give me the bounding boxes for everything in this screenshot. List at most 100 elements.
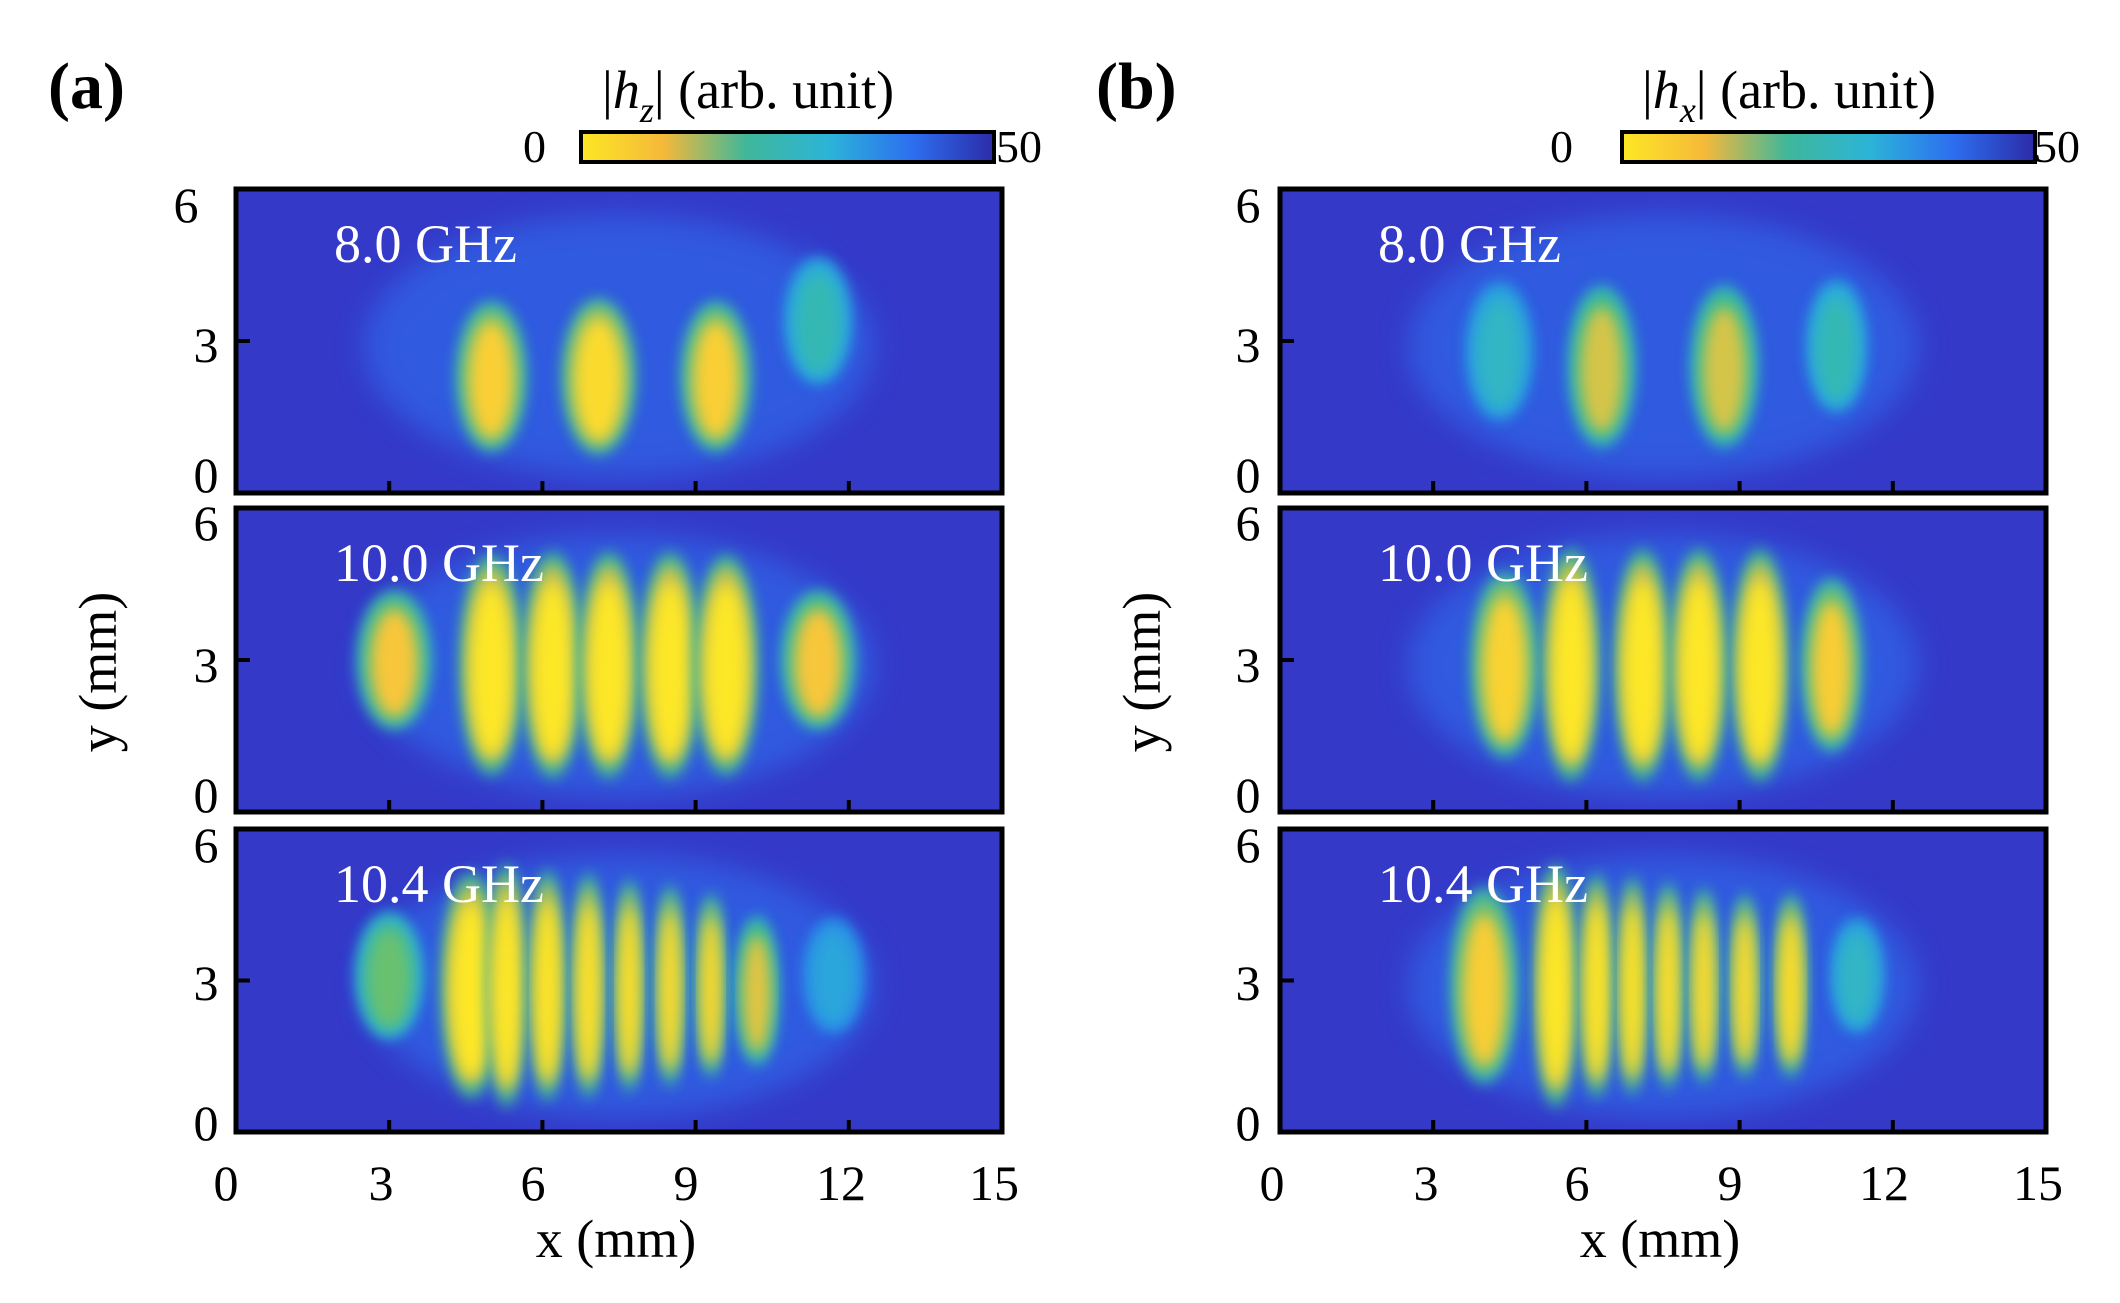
panel-a-ylabel: y (mm) (68, 592, 128, 752)
panel-a-colorbar-max: 50 (996, 121, 1042, 172)
panel-b-sub2-ytick-3: 3 (1236, 637, 1261, 693)
panel-a-subplot-1: 8.0 GHz (233, 186, 1005, 496)
panel-a-xtick-9: 9 (674, 1155, 699, 1211)
panel-a-sub1-ytick-3: 3 (194, 317, 219, 373)
panel-b-sub3-ytick-6: 6 (1236, 817, 1261, 873)
panel-b-colorbar-min: 0 (1550, 121, 1573, 172)
panel-b-subplot-3-lobe (1449, 886, 1519, 1085)
panel-b-xtick-12: 12 (1859, 1155, 1909, 1211)
panel-a-subplot-3-lobe (439, 872, 502, 1099)
panel-b-subplot-3-lobe (1729, 892, 1761, 1079)
panel-a-subplot-2-lobe (356, 590, 433, 730)
panel-a-subplot-2-lobe (521, 551, 584, 779)
panel-a-subplot-3-lobe (613, 878, 645, 1093)
panel-b-subplot-1-lobe (1465, 281, 1535, 422)
panel-b-sub1-ytick-6: 6 (1236, 177, 1261, 233)
panel-a-plots: 8.0 GHz 10.0 GHz 10.4 GHz (233, 186, 1005, 1135)
panel-b-subplot-2-frequency: 10.0 GHz (1378, 533, 1588, 593)
panel-a-sub2-ytick-3: 3 (194, 637, 219, 693)
panel-a-xtick-12: 12 (816, 1155, 866, 1211)
panel-a-xtick-15: 15 (969, 1155, 1019, 1211)
panel-b-subplot-3-lobe (1579, 872, 1614, 1099)
panel-a-sub1-ytick-6: 6 (174, 177, 199, 233)
panel-a-colorbar-title: |hz| (arb. unit) (602, 60, 894, 130)
panel-b-sub1-ytick-3: 3 (1236, 317, 1261, 373)
panel-b-xtick-0: 0 (1260, 1155, 1285, 1211)
panel-b-colorbar: |hx| (arb. unit) 0 50 (1550, 60, 2080, 172)
panel-b-subplot-2-lobe (1613, 548, 1672, 782)
panel-a-subplot-3-lobe (528, 869, 567, 1102)
panel-b-sub2-ytick-6: 6 (1236, 495, 1261, 551)
panel-b-subplot-2-lobe (1669, 548, 1729, 782)
panel-b-xtick-6: 6 (1565, 1155, 1590, 1211)
panel-a-xticks: 0 3 6 9 12 15 (214, 1155, 1020, 1211)
panel-b-subplot-1-lobe (1689, 284, 1759, 448)
panel-b-subplot-1-frequency: 8.0 GHz (1378, 214, 1561, 274)
panel-b-subplot-3-lobe (1652, 881, 1684, 1091)
panel-a-subplot-1-lobe (783, 256, 853, 385)
panel-a-subplot-1-lobe (679, 300, 753, 453)
panel-a-subplot-2-lobe (639, 551, 702, 779)
panel-b-ylabel: y (mm) (1112, 592, 1172, 752)
panel-b-xtick-3: 3 (1414, 1155, 1439, 1211)
panel-b-sub3-ytick-0: 0 (1236, 1095, 1261, 1151)
panel-a-subplot-3-lobe (654, 883, 686, 1088)
panel-a-subplot-2-lobe (458, 554, 525, 776)
panel-b-yticks: 6 3 0 6 3 0 6 3 0 (1236, 177, 1261, 1151)
panel-a-sub3-ytick-0: 0 (194, 1095, 219, 1151)
panel-b-xticks: 0 3 6 9 12 15 (1260, 1155, 2064, 1211)
panel-a-xlabel: x (mm) (536, 1209, 696, 1269)
panel-b-subplot-2-lobe (1800, 577, 1863, 753)
panel-b: (b) |hx| (arb. unit) 0 50 8.0 GHz 10.0 GH… (1096, 50, 2080, 1269)
panel-b-plots: 8.0 GHz 10.0 GHz 10.4 GHz (1277, 186, 2049, 1135)
panel-a-sub3-ytick-6: 6 (194, 817, 219, 873)
panel-a-subplot-2-lobe (577, 551, 640, 779)
panel-a-xtick-3: 3 (369, 1155, 394, 1211)
panel-b-subplot-1-halo (1407, 214, 1919, 478)
panel-a-sub1-ytick-0: 0 (194, 447, 219, 503)
panel-a-sub3-ytick-3: 3 (194, 955, 219, 1011)
panel-b-sub3-ytick-3: 3 (1236, 955, 1261, 1011)
panel-a-xtick-6: 6 (521, 1155, 546, 1211)
panel-b-subplot-2-lobe (1470, 571, 1540, 759)
panel-b-subplot-1: 8.0 GHz (1277, 186, 2049, 496)
panel-a-subplot-1-frequency: 8.0 GHz (334, 214, 517, 274)
panel-b-subplot-3-lobe (1616, 875, 1648, 1096)
panel-a-subplot-3-frequency: 10.4 GHz (334, 854, 544, 914)
panel-a-subplot-2: 10.0 GHz (233, 505, 1005, 815)
panel-b-subplot-3-lobe (1773, 892, 1808, 1079)
panel-b-subplot-3-lobe (1688, 886, 1720, 1085)
panel-a-subplot-3-lobe (802, 917, 865, 1034)
panel-b-colorbar-title: |hx| (arb. unit) (1642, 60, 1936, 130)
panel-b-subplot-3: 10.4 GHz (1277, 826, 2049, 1135)
panel-b-subplot-3-lobe (1829, 917, 1885, 1034)
panel-b-sub2-ytick-0: 0 (1236, 767, 1261, 823)
panel-b-xlabel: x (mm) (1580, 1209, 1740, 1269)
panel-a-subplot-3-lobe (734, 915, 780, 1067)
panel-a-yticks: 6 3 0 6 3 0 6 3 0 (174, 177, 219, 1151)
panel-b-xtick-15: 15 (2013, 1155, 2063, 1211)
panel-a-subplot-3-lobe (695, 892, 727, 1079)
panel-a-colorbar-min: 0 (523, 121, 546, 172)
panel-a: (a) |hz| (arb. unit) 0 50 8.0 GHz 10.0 GH… (48, 50, 1042, 1269)
panel-a-subplot-3-lobe (485, 863, 528, 1108)
panel-a-sub2-ytick-0: 0 (194, 767, 219, 823)
panel-a-subplot-2-lobe (693, 554, 759, 776)
panel-b-subplot-2-lobe (1730, 548, 1790, 782)
panel-a-subplot-2-lobe (780, 590, 857, 730)
panel-b-subplot-3-frequency: 10.4 GHz (1378, 854, 1588, 914)
panel-a-xtick-0: 0 (214, 1155, 239, 1211)
panel-a-subplot-2-frequency: 10.0 GHz (334, 533, 544, 593)
panel-b-subplot-3-lobe (1533, 863, 1579, 1108)
panel-b-colorbar-bar (1620, 130, 2037, 164)
panel-b-colorbar-max: 50 (2034, 121, 2080, 172)
panel-b-letter: (b) (1096, 50, 1177, 123)
panel-a-colorbar: |hz| (arb. unit) 0 50 (523, 60, 1042, 172)
panel-a-subplot-3-lobe (571, 872, 606, 1099)
panel-b-subplot-2: 10.0 GHz (1277, 505, 2049, 815)
panel-a-subplot-1-lobe (560, 297, 637, 456)
panel-b-xtick-9: 9 (1718, 1155, 1743, 1211)
panel-a-letter: (a) (48, 50, 125, 123)
panel-a-sub2-ytick-6: 6 (194, 495, 219, 551)
